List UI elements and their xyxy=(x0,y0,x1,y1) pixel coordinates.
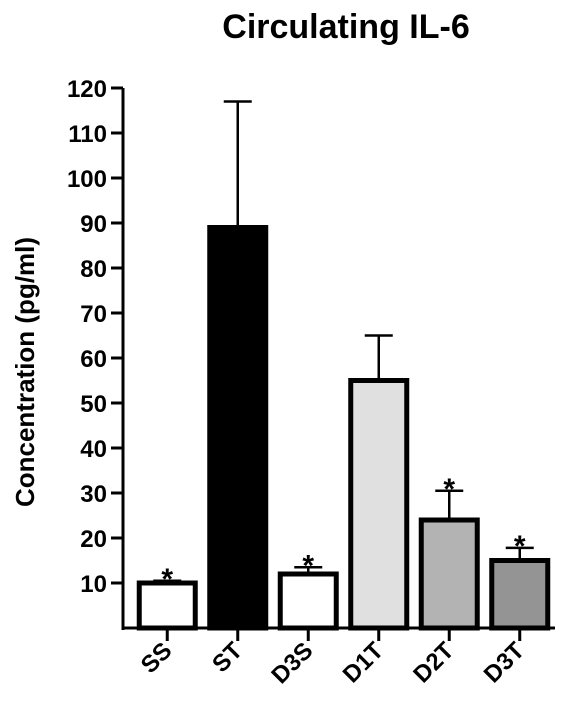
y-tick-label-20: 20 xyxy=(80,526,107,553)
x-tick-label-D3T: D3T xyxy=(479,637,530,688)
annotation-D2T: * xyxy=(443,473,455,506)
annotation-D3S: * xyxy=(302,549,314,582)
x-tick-label-SS: SS xyxy=(136,637,178,679)
x-tick-label-D2T: D2T xyxy=(408,637,459,688)
bar-ST xyxy=(207,225,269,631)
bar-D1T xyxy=(348,378,410,631)
y-tick-label-80: 80 xyxy=(80,256,107,283)
y-tick-label-70: 70 xyxy=(80,301,107,328)
y-tick-label-120: 120 xyxy=(67,76,107,103)
y-tick-label-90: 90 xyxy=(80,211,107,238)
y-tick-label-50: 50 xyxy=(80,391,107,418)
y-tick-label-60: 60 xyxy=(80,346,107,373)
y-tick-label-100: 100 xyxy=(67,166,107,193)
x-tick-label-ST: ST xyxy=(207,637,248,678)
y-tick-label-30: 30 xyxy=(80,481,107,508)
plot-area: * SS ST * D3S D1T * D2T * D3T 10 20 30 40 50 60 70 80 90 10… xyxy=(67,76,555,689)
chart-title: Circulating IL-6 xyxy=(222,8,469,46)
y-tick-label-110: 110 xyxy=(68,121,107,148)
x-tick-label-D1T: D1T xyxy=(338,637,389,688)
x-tick-label-D3S: D3S xyxy=(266,637,318,689)
annotation-SS: * xyxy=(161,563,173,596)
bar-D2T xyxy=(418,517,480,631)
y-tick-label-40: 40 xyxy=(80,436,107,463)
bar-D3T xyxy=(489,558,551,631)
annotation-D3T: * xyxy=(514,530,526,563)
y-tick-label-10: 10 xyxy=(80,571,107,598)
y-axis-label: Concentration (pg/ml) xyxy=(10,237,40,507)
